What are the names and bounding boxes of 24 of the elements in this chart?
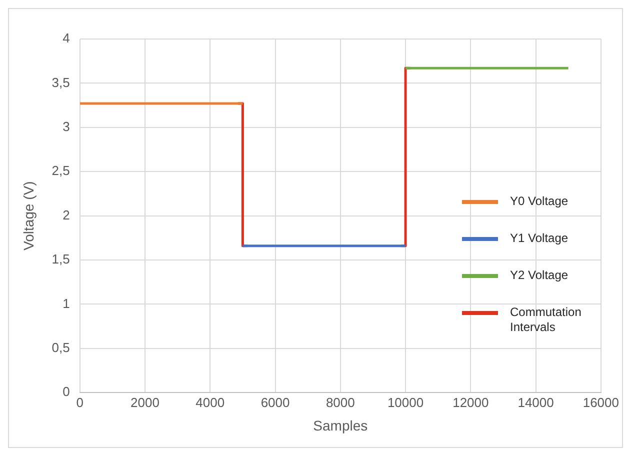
legend-label: Y2 Voltage bbox=[510, 268, 570, 283]
y-tick-label: 0,5 bbox=[52, 340, 70, 355]
y-tick-label: 2,5 bbox=[52, 163, 70, 178]
x-tick-label: 6000 bbox=[260, 394, 290, 410]
legend-label: Y0 Voltage bbox=[510, 194, 570, 209]
x-tick-label: 16000 bbox=[582, 394, 620, 410]
x-tick-label: 8000 bbox=[326, 394, 355, 410]
legend-label: Commutation Intervals bbox=[510, 305, 582, 335]
x-tick-label: 12000 bbox=[452, 394, 489, 410]
y-axis-title: Voltage (V) bbox=[20, 181, 36, 250]
x-tick-label: 0 bbox=[76, 394, 84, 410]
y-tick-label: 3 bbox=[62, 118, 70, 134]
y-tick-label: 2 bbox=[62, 207, 70, 222]
y-tick-label: 3,5 bbox=[52, 74, 70, 90]
y-tick-label: 1 bbox=[62, 296, 70, 311]
x-tick-label: 14000 bbox=[518, 394, 554, 410]
x-axis-title: Samples bbox=[313, 417, 368, 434]
y-tick-label: 0 bbox=[62, 384, 70, 400]
x-tick-label: 2000 bbox=[130, 394, 160, 410]
legend-label: Y1 Voltage bbox=[510, 231, 570, 246]
x-tick-label: 4000 bbox=[196, 394, 225, 410]
y-tick-label: 4 bbox=[62, 30, 70, 46]
y-tick-label: 1,5 bbox=[52, 252, 70, 267]
x-tick-label: 10000 bbox=[387, 394, 424, 410]
